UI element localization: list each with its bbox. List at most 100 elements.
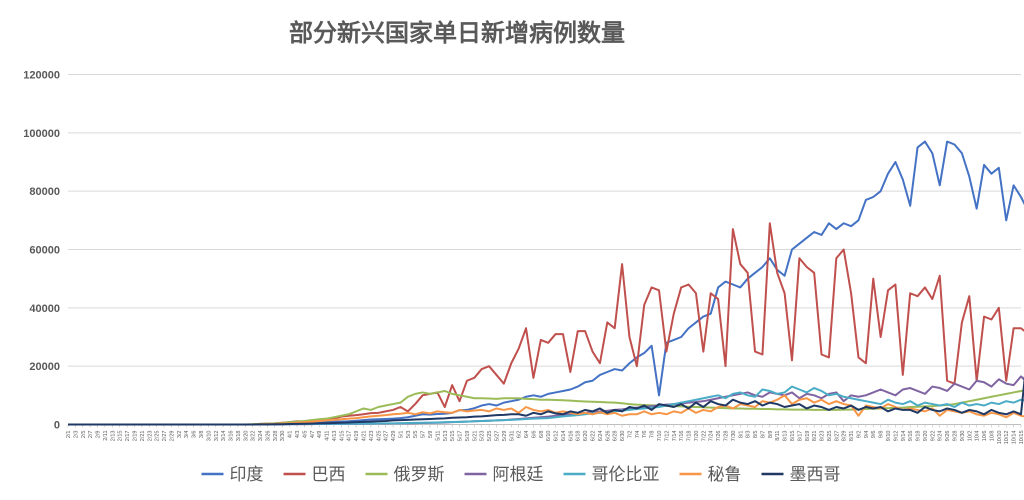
x-tick-label: 3/18 [236, 431, 242, 442]
x-tick-label: 5/19 [465, 431, 471, 442]
legend-item-印度: 印度 [201, 465, 264, 485]
x-tick-label: 5/13 [443, 431, 449, 442]
x-tick-label: 3/14 [221, 431, 227, 442]
y-tick-label: 80000 [29, 186, 60, 198]
x-tick-label: 10/4 [975, 431, 981, 442]
x-tick-label: 6/30 [620, 431, 626, 442]
x-tick-label: 3/16 [229, 431, 235, 442]
x-tick-label: 7/20 [694, 431, 700, 442]
x-tick-label: 5/31 [509, 431, 515, 442]
x-tick-label: 6/26 [605, 431, 611, 442]
x-tick-label: 8/11 [775, 431, 781, 441]
x-tick-label: 7/26 [716, 431, 722, 442]
x-tick-label: 5/15 [450, 431, 456, 442]
x-tick-label: 7/4 [635, 431, 641, 439]
x-tick-label: 5/3 [406, 431, 412, 439]
x-tick-label: 4/15 [339, 431, 345, 442]
legend: 印度 巴西 俄罗斯 阿根廷 哥伦比亚 秘鲁 墨西哥 [201, 465, 841, 485]
x-tick-label: 5/11 [435, 431, 441, 441]
x-tick-label: 5/29 [502, 431, 508, 442]
x-tick-label: 2/15 [118, 431, 124, 442]
x-tick-label: 4/23 [369, 431, 375, 442]
legend-label: 巴西 [312, 465, 346, 485]
x-tick-label: 6/2 [517, 431, 523, 439]
x-tick-label: 3/24 [258, 431, 264, 442]
y-tick-label: 40000 [29, 303, 60, 315]
x-tick-label: 5/9 [428, 431, 434, 439]
x-tick-label: 5/17 [458, 431, 464, 442]
x-tick-label: 8/27 [834, 431, 840, 442]
x-tick-label: 9/12 [893, 431, 899, 442]
x-tick-label: 3/4 [184, 431, 190, 439]
x-tick-label: 8/1 [738, 431, 744, 439]
x-tick-label: 8/5 [753, 431, 759, 439]
x-tick-label: 5/23 [480, 431, 486, 442]
x-tick-label: 2/11 [103, 431, 109, 441]
x-tick-label: 2/27 [162, 431, 168, 442]
x-tick-label: 9/18 [916, 431, 922, 442]
x-tick-label: 6/6 [531, 431, 537, 439]
x-tick-label: 3/26 [265, 431, 271, 442]
x-tick-label: 4/21 [362, 431, 368, 442]
x-tick-label: 2/5 [81, 431, 87, 439]
x-tick-label: 6/18 [576, 431, 582, 442]
x-tick-label: 9/14 [901, 431, 907, 442]
x-tick-label: 6/12 [554, 431, 560, 442]
x-tick-label: 10/12 [1004, 431, 1010, 445]
x-tick-label: 9/6 [871, 431, 877, 439]
x-tick-label: 8/15 [790, 431, 796, 442]
x-tick-label: 3/20 [243, 431, 249, 442]
legend-label: 秘鲁 [708, 465, 742, 485]
x-tick-label: 5/7 [421, 431, 427, 439]
x-tick-label: 4/11 [325, 431, 331, 441]
x-tick-label: 10/10 [997, 431, 1003, 445]
x-axis-tick-labels: 2/1 2/3 2/5 2/7 2/9 2/11 2/13 2/15 2/17 2/19 2/21 2… [66, 424, 1024, 445]
x-tick-label: 8/23 [820, 431, 826, 442]
x-tick-label: 5/1 [398, 431, 404, 439]
x-tick-label: 8/31 [849, 431, 855, 442]
x-tick-label: 4/5 [302, 431, 308, 439]
x-tick-label: 7/8 [650, 431, 656, 439]
x-tick-label: 6/8 [539, 431, 545, 439]
x-tick-label: 8/9 [768, 431, 774, 439]
legend-item-巴西: 巴西 [283, 465, 346, 485]
x-tick-label: 3/28 [273, 431, 279, 442]
x-tick-label: 2/9 [96, 431, 102, 439]
x-tick-label: 2/13 [110, 431, 116, 442]
y-tick-label: 0 [54, 420, 60, 432]
x-tick-label: 9/20 [923, 431, 929, 442]
legend-label: 墨西哥 [790, 465, 841, 485]
x-tick-label: 9/22 [930, 431, 936, 442]
y-axis-tick-labels: 0 20000 40000 60000 80000 100000 120000 [23, 70, 60, 432]
x-tick-label: 9/2 [856, 431, 862, 439]
x-tick-label: 9/28 [953, 431, 959, 442]
x-tick-label: 4/7 [310, 431, 316, 439]
x-tick-label: 6/28 [613, 431, 619, 442]
x-tick-label: 6/10 [546, 431, 552, 442]
y-tick-label: 60000 [29, 245, 60, 257]
x-tick-label: 6/22 [591, 431, 597, 442]
y-tick-label: 120000 [23, 70, 60, 82]
x-tick-label: 7/2 [627, 431, 633, 439]
x-tick-label: 2/29 [169, 431, 175, 442]
x-tick-label: 6/20 [583, 431, 589, 442]
x-tick-label: 4/13 [332, 431, 338, 442]
x-tick-label: 6/4 [524, 431, 530, 439]
x-tick-label: 7/6 [642, 431, 648, 439]
x-tick-label: 9/30 [960, 431, 966, 442]
y-tick-label: 20000 [29, 361, 60, 373]
chart-title: 部分新兴国家单日新增病例数量 [289, 19, 625, 47]
x-tick-label: 2/1 [66, 431, 72, 439]
x-tick-label: 9/24 [938, 431, 944, 442]
x-tick-label: 2/25 [155, 431, 161, 442]
x-tick-label: 2/21 [140, 431, 146, 442]
series-line-哥伦比亚 [68, 385, 1024, 426]
legend-label: 阿根廷 [493, 465, 544, 485]
x-tick-label: 8/13 [783, 431, 789, 442]
legend-item-俄罗斯: 俄罗斯 [365, 465, 445, 485]
x-tick-label: 8/17 [797, 431, 803, 442]
y-tick-label: 100000 [23, 128, 60, 140]
x-tick-label: 10/15 [1019, 431, 1024, 445]
x-tick-label: 5/25 [487, 431, 493, 442]
x-tick-label: 9/10 [886, 431, 892, 442]
